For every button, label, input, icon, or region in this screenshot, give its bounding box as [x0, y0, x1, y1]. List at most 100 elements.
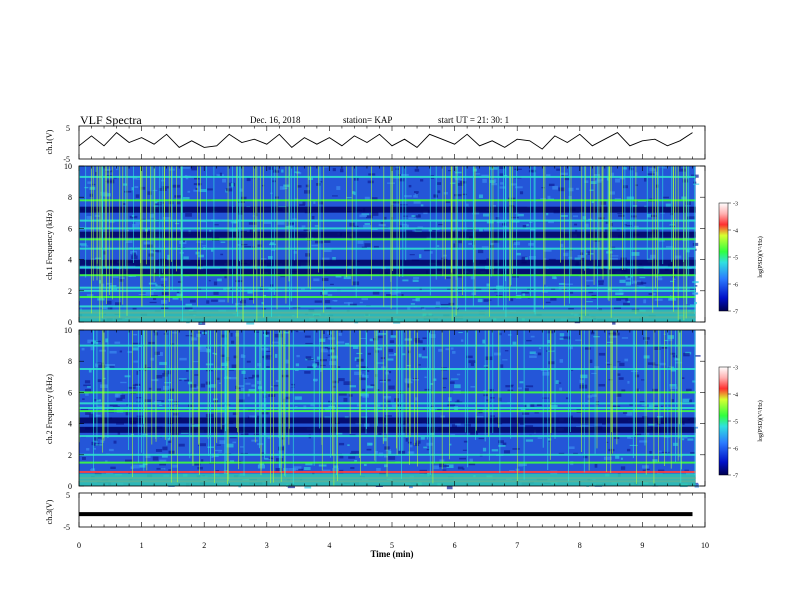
- spectrogram-cell: [411, 378, 419, 381]
- spectrogram-cell: [212, 398, 218, 402]
- spectrogram-cell: [156, 388, 161, 391]
- spectrogram-cell: [450, 182, 456, 184]
- spectrogram-cell: [450, 434, 456, 436]
- colorbar-tick-label: -7: [733, 474, 738, 480]
- spectrogram-cell: [669, 280, 675, 283]
- spectrogram-cell: [198, 443, 207, 447]
- spectrogram-cell: [136, 370, 139, 375]
- spectrogram-cell: [510, 423, 519, 428]
- spectrogram-cell: [441, 257, 444, 260]
- spectrogram-cell: [388, 348, 394, 353]
- spectrogram-cell: [272, 385, 279, 387]
- spectrogram-cell: [262, 308, 267, 310]
- spectrogram-ytick-label: 10: [64, 326, 72, 335]
- spectrogram-cell: [83, 384, 91, 387]
- spectrogram-cell: [91, 441, 95, 446]
- spectrogram-cell: [86, 216, 93, 220]
- spectrogram-cell: [500, 182, 504, 185]
- spectrogram-cell: [359, 301, 363, 304]
- spectrogram-cell: [200, 383, 206, 388]
- spectrogram-cell: [257, 386, 263, 390]
- spectrogram-cell: [483, 394, 488, 397]
- spectrogram-cell: [526, 224, 529, 226]
- spectrogram-cell: [633, 280, 641, 284]
- spectrogram-cell: [175, 222, 180, 225]
- spectrogram-cell: [379, 346, 383, 348]
- spectrogram-cell: [620, 257, 627, 261]
- spectrogram-cell: [299, 203, 306, 206]
- spectrogram-lowfreq: [79, 473, 696, 486]
- spectrogram-cell: [132, 223, 140, 228]
- spectrogram-cell: [615, 178, 621, 183]
- spectrogram-ytick-label: 6: [68, 388, 72, 397]
- spectrogram-cell: [488, 388, 494, 393]
- spectrogram-cell: [249, 415, 257, 420]
- spectrogram-cell: [583, 455, 588, 459]
- spectrogram-cell: [610, 222, 613, 227]
- spectrogram-cell: [179, 357, 187, 361]
- spectrogram-cell: [314, 240, 323, 244]
- spectrogram-cell: [625, 298, 629, 302]
- spectrogram-cell: [692, 292, 699, 295]
- spectrogram-cell: [409, 444, 413, 448]
- spectrogram-cell: [452, 351, 456, 354]
- spectrogram-cell: [493, 287, 499, 291]
- spectrogram-cell: [161, 454, 168, 458]
- spectrogram-cell: [601, 423, 606, 425]
- spectrogram-cell: [648, 423, 655, 426]
- spectrogram-cell: [412, 378, 419, 380]
- spectrogram-cell: [360, 338, 367, 340]
- spectrogram-cell: [96, 414, 101, 417]
- spectrogram-cell: [146, 244, 153, 248]
- spectrogram-cell: [346, 197, 352, 199]
- spectrogram-cell: [683, 352, 690, 357]
- spectrogram-cell: [482, 213, 490, 217]
- spectrogram-cell: [131, 214, 135, 217]
- spectrogram-cell: [167, 437, 170, 441]
- spectrogram-cell: [95, 363, 102, 367]
- spectrogram-cell: [297, 330, 303, 332]
- spectrogram-cell: [451, 378, 459, 380]
- spectrogram-cell: [499, 186, 506, 189]
- spectrogram-band: [79, 289, 696, 292]
- spectrogram-cell: [164, 382, 172, 384]
- spectrogram-cell: [442, 387, 447, 389]
- spectrogram-cell: [142, 433, 148, 436]
- spectrogram-cell: [478, 194, 483, 199]
- spectrogram-cell: [137, 369, 141, 371]
- spectrogram-cell: [163, 217, 171, 220]
- spectrogram-cell: [490, 244, 495, 249]
- spectrogram-cell: [336, 366, 341, 369]
- spectrogram-cell: [268, 457, 274, 460]
- spectrogram-cell: [220, 241, 226, 243]
- spectrogram-cell: [186, 368, 189, 372]
- spectrogram-cell: [172, 464, 178, 468]
- spectrogram-cell: [409, 254, 415, 256]
- spectrogram-cell: [135, 194, 140, 198]
- spectrogram-cell: [261, 302, 264, 305]
- spectrogram-cell: [182, 197, 190, 200]
- spectrogram-cell: [430, 251, 433, 254]
- spectrogram-cell: [491, 238, 500, 243]
- spectrogram-cell: [293, 251, 298, 254]
- spectrogram-cell: [692, 380, 696, 383]
- spectrogram-cell: [384, 415, 392, 417]
- spectrogram-cell: [548, 183, 555, 187]
- x-axis-label: Time (min): [370, 549, 413, 559]
- spectrogram-cell: [590, 331, 595, 335]
- spectrogram-cell: [327, 354, 331, 357]
- spectrogram-cell: [265, 354, 272, 357]
- spectrogram-ytick-label: 10: [64, 162, 72, 171]
- spectrogram-cell: [629, 403, 634, 406]
- spectrogram-cell: [670, 352, 676, 355]
- spectrogram-cell: [264, 334, 269, 337]
- spectrogram-cell: [402, 353, 406, 356]
- spectrogram-cell: [624, 223, 627, 226]
- spectrogram-cell: [199, 321, 202, 325]
- spectrogram-cell: [214, 449, 223, 452]
- spectrogram-cell: [594, 463, 598, 468]
- spectrogram-cell: [389, 340, 395, 344]
- spectrogram-cell: [610, 255, 619, 257]
- ch1-colorbar-label: log(PSD)(V²/Hz): [757, 236, 764, 277]
- spectrogram-cell: [608, 332, 616, 335]
